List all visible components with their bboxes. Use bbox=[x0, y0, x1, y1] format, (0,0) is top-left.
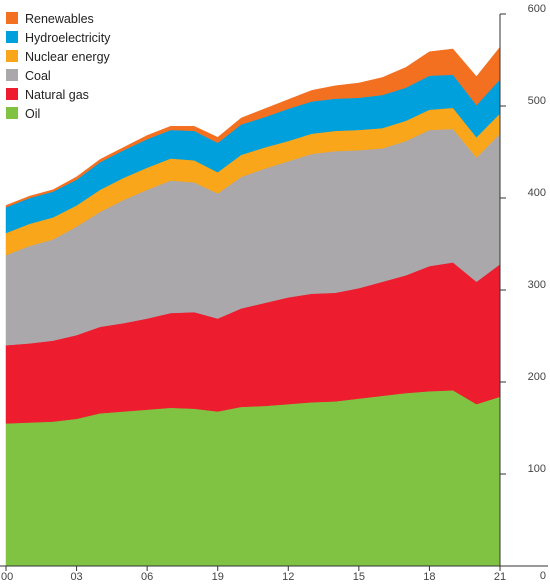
y-tick-label: 500 bbox=[528, 95, 546, 107]
x-axis-ticks: 00 03 06 19 12 15 18 21 bbox=[1, 566, 506, 583]
legend-swatch-renewables bbox=[6, 12, 18, 24]
y-tick-label: 200 bbox=[528, 371, 546, 383]
legend-swatch-oil bbox=[6, 107, 18, 119]
y-tick-label: 400 bbox=[528, 187, 546, 199]
x-tick-label: 15 bbox=[353, 571, 365, 583]
stacked-areas bbox=[5, 46, 501, 567]
x-tick-label: 12 bbox=[282, 571, 294, 583]
y-tick-label: 100 bbox=[528, 463, 546, 475]
legend-label-natural-gas: Natural gas bbox=[25, 88, 89, 102]
legend-label-oil: Oil bbox=[25, 107, 40, 121]
y-axis-ticks: 0 100 200 300 400 500 600 bbox=[500, 3, 546, 582]
x-tick-label: 03 bbox=[70, 571, 82, 583]
y-tick-label: 0 bbox=[540, 570, 546, 582]
x-tick-label: 18 bbox=[423, 571, 435, 583]
legend-label-nuclear-energy: Nuclear energy bbox=[25, 50, 111, 64]
legend-swatch-coal bbox=[6, 69, 18, 81]
legend-swatch-natural-gas bbox=[6, 88, 18, 100]
legend-label-hydroelectricity: Hydroelectricity bbox=[25, 31, 111, 45]
legend-label-coal: Coal bbox=[25, 69, 51, 83]
x-tick-label: 00 bbox=[1, 571, 13, 583]
legend-label-renewables: Renewables bbox=[25, 12, 94, 26]
y-tick-label: 600 bbox=[528, 3, 546, 15]
legend-swatch-hydroelectricity bbox=[6, 31, 18, 43]
x-tick-label: 21 bbox=[494, 571, 506, 583]
legend-swatch-nuclear-energy bbox=[6, 50, 18, 62]
legend: Renewables Hydroelectricity Nuclear energy… bbox=[6, 12, 111, 121]
x-tick-label: 19 bbox=[212, 571, 224, 583]
y-tick-label: 300 bbox=[528, 279, 546, 291]
x-tick-label: 06 bbox=[141, 571, 153, 583]
